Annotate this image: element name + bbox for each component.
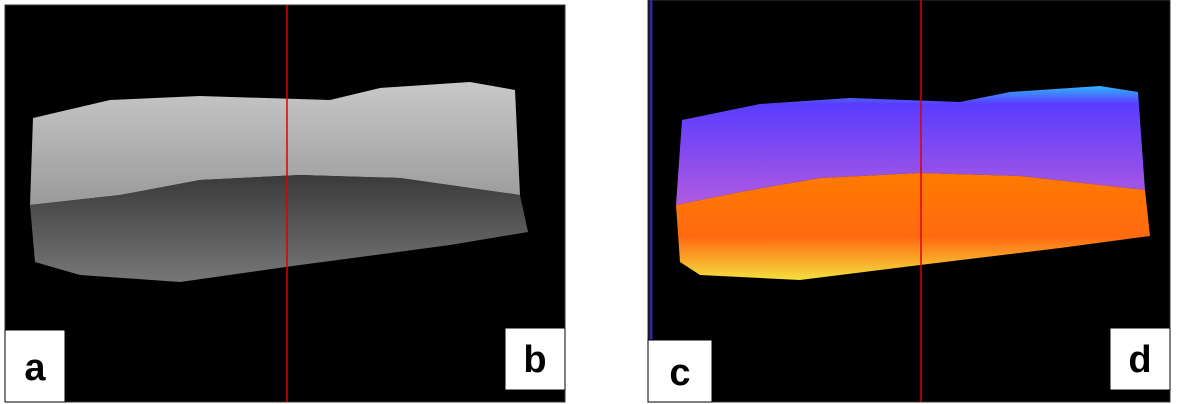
panel-label: b xyxy=(523,339,546,381)
panel-label: d xyxy=(1128,339,1151,381)
panel-colormap: c d xyxy=(648,0,1170,402)
panel-label: c xyxy=(669,352,690,394)
panel-label: a xyxy=(24,347,46,389)
panel-grayscale: a b xyxy=(5,5,565,402)
figure: a b c d xyxy=(0,0,1179,404)
